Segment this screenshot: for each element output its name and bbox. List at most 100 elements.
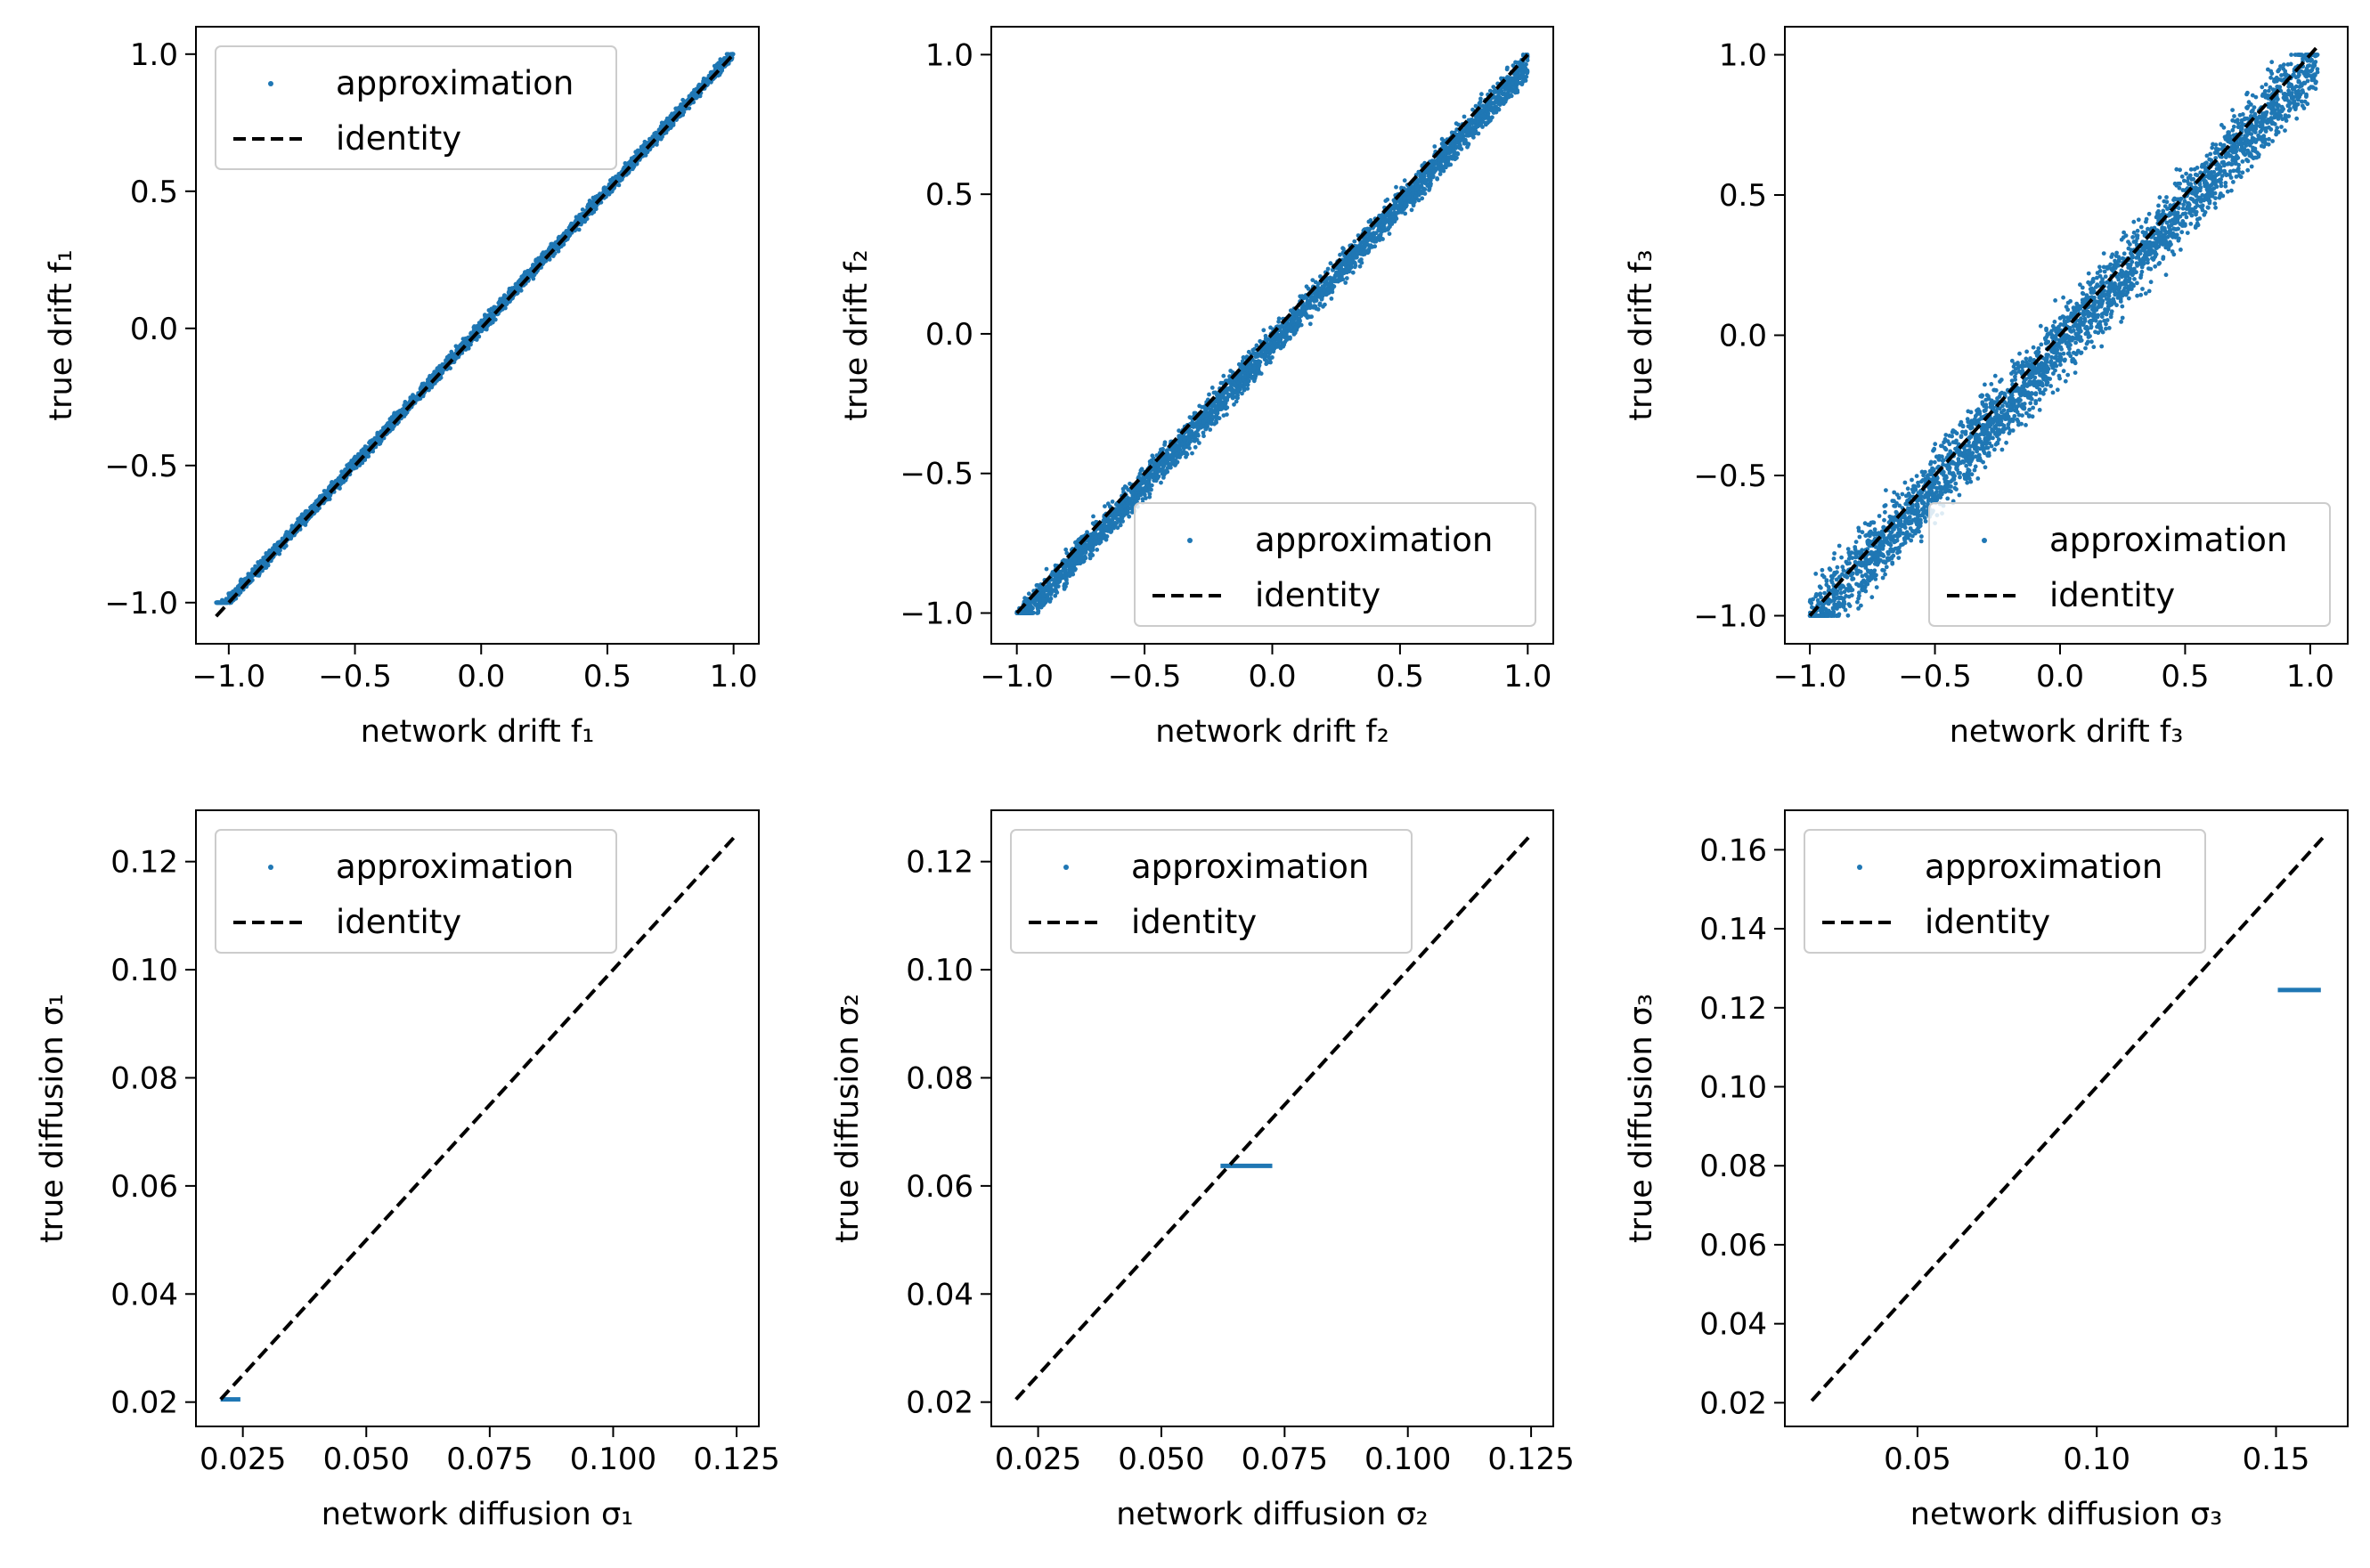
approximation-point: [587, 199, 592, 203]
approximation-point: [1341, 247, 1346, 251]
legend-label-approximation: approximation: [336, 64, 574, 102]
approximation-point: [1479, 92, 1484, 97]
plot-area: [1014, 53, 1530, 615]
approximation-point: [263, 562, 268, 566]
approximation-point: [616, 172, 622, 176]
approximation-point: [1403, 211, 1408, 216]
approximation-point: [498, 297, 503, 302]
y-tick-label: −1.0: [104, 586, 178, 622]
y-tick-label: 0.0: [130, 312, 178, 347]
approximation-point: [1487, 88, 1493, 93]
approximation-point: [704, 81, 710, 86]
approximation-point: [1234, 394, 1239, 400]
approximation-point: [687, 106, 692, 110]
approximation-point: [376, 441, 381, 446]
approximation-point: [1232, 402, 1236, 407]
approximation-point: [1329, 297, 1334, 301]
approximation-point: [313, 508, 318, 513]
approximation-point: [348, 460, 354, 466]
approximation-point: [288, 534, 293, 539]
approximation-point: [448, 366, 452, 370]
approximation-point: [474, 337, 479, 342]
approximation-point: [716, 63, 721, 69]
approximation-point: [437, 377, 442, 382]
approximation-point: [1208, 427, 1213, 432]
approximation-point: [708, 70, 713, 75]
approximation-point: [250, 578, 255, 582]
approximation-point: [1142, 492, 1147, 498]
approximation-point: [1466, 118, 1471, 123]
approximation-point: [299, 515, 305, 520]
approximation-point: [277, 540, 282, 545]
approximation-point: [616, 183, 622, 188]
y-tick-label: 0.5: [130, 175, 178, 210]
approximation-point: [593, 203, 599, 208]
approximation-point: [241, 577, 247, 582]
approximation-point: [1128, 501, 1133, 506]
approximation-point: [1207, 392, 1211, 397]
approximation-point: [536, 256, 541, 261]
approximation-point: [583, 217, 588, 223]
approximation-point: [569, 221, 574, 226]
approximation-point: [1104, 537, 1109, 542]
approximation-point: [580, 216, 585, 222]
approximation-point: [1087, 556, 1093, 561]
approximation-point: [579, 220, 584, 225]
approximation-point: [577, 213, 582, 217]
approximation-point: [1127, 514, 1132, 519]
approximation-point: [1201, 434, 1206, 439]
approximation-point: [1053, 593, 1058, 598]
approximation-point: [444, 359, 449, 364]
approximation-point: [429, 385, 435, 390]
approximation-point: [262, 557, 267, 561]
approximation-point: [484, 327, 489, 332]
approximation-point: [1476, 131, 1481, 136]
approximation-point: [549, 241, 554, 247]
approximation-point: [650, 134, 656, 139]
approximation-point: [1177, 428, 1181, 434]
approximation-point: [338, 479, 344, 484]
panel-drift-1: −1.0 −0.5 0.0 0.5 1.0−1.0−0.50.00.51.0networ…: [44, 26, 760, 750]
approximation-point: [534, 261, 539, 266]
approximation-point: [689, 93, 695, 97]
approximation-point: [395, 410, 399, 416]
approximation-point: [1268, 360, 1273, 365]
approximation-point: [1478, 96, 1483, 102]
approximation-point: [1307, 321, 1313, 327]
approximation-point: [724, 52, 729, 57]
approximation-point: [1357, 264, 1363, 269]
approximation-point: [1083, 556, 1088, 561]
approximation-point: [639, 149, 644, 153]
approximation-point: [489, 306, 494, 312]
panel-drift-2: −1.0 −0.5 0.0 0.5 1.0−1.0−0.50.00.51.0networ…: [839, 26, 1554, 750]
approximation-point: [325, 490, 330, 495]
approximation-point: [697, 93, 703, 99]
approximation-point: [1328, 261, 1333, 266]
x-tick-label: 1.0: [710, 659, 758, 695]
approximation-point: [694, 86, 699, 92]
approximation-point: [1095, 548, 1100, 552]
approximation-point: [602, 185, 607, 191]
approximation-point: [576, 227, 582, 232]
approximation-point: [1197, 441, 1201, 445]
approximation-point: [449, 349, 454, 354]
approximation-point: [513, 281, 518, 287]
approximation-point: [466, 345, 471, 351]
approximation-point: [1083, 550, 1088, 555]
approximation-point: [609, 189, 615, 194]
approximation-point: [1245, 386, 1250, 391]
approximation-point: [704, 77, 710, 82]
approximation-point: [412, 394, 418, 400]
approximation-point: [1465, 144, 1470, 150]
approximation-point: [1325, 266, 1331, 272]
approximation-point: [493, 305, 497, 310]
approximation-point: [1088, 552, 1093, 557]
approximation-point: [238, 579, 243, 583]
approximation-point: [389, 416, 395, 421]
approximation-point: [384, 423, 389, 427]
approximation-point: [273, 545, 278, 550]
approximation-point: [317, 506, 322, 511]
approximation-point: [1044, 566, 1049, 572]
approximation-point: [591, 209, 597, 215]
